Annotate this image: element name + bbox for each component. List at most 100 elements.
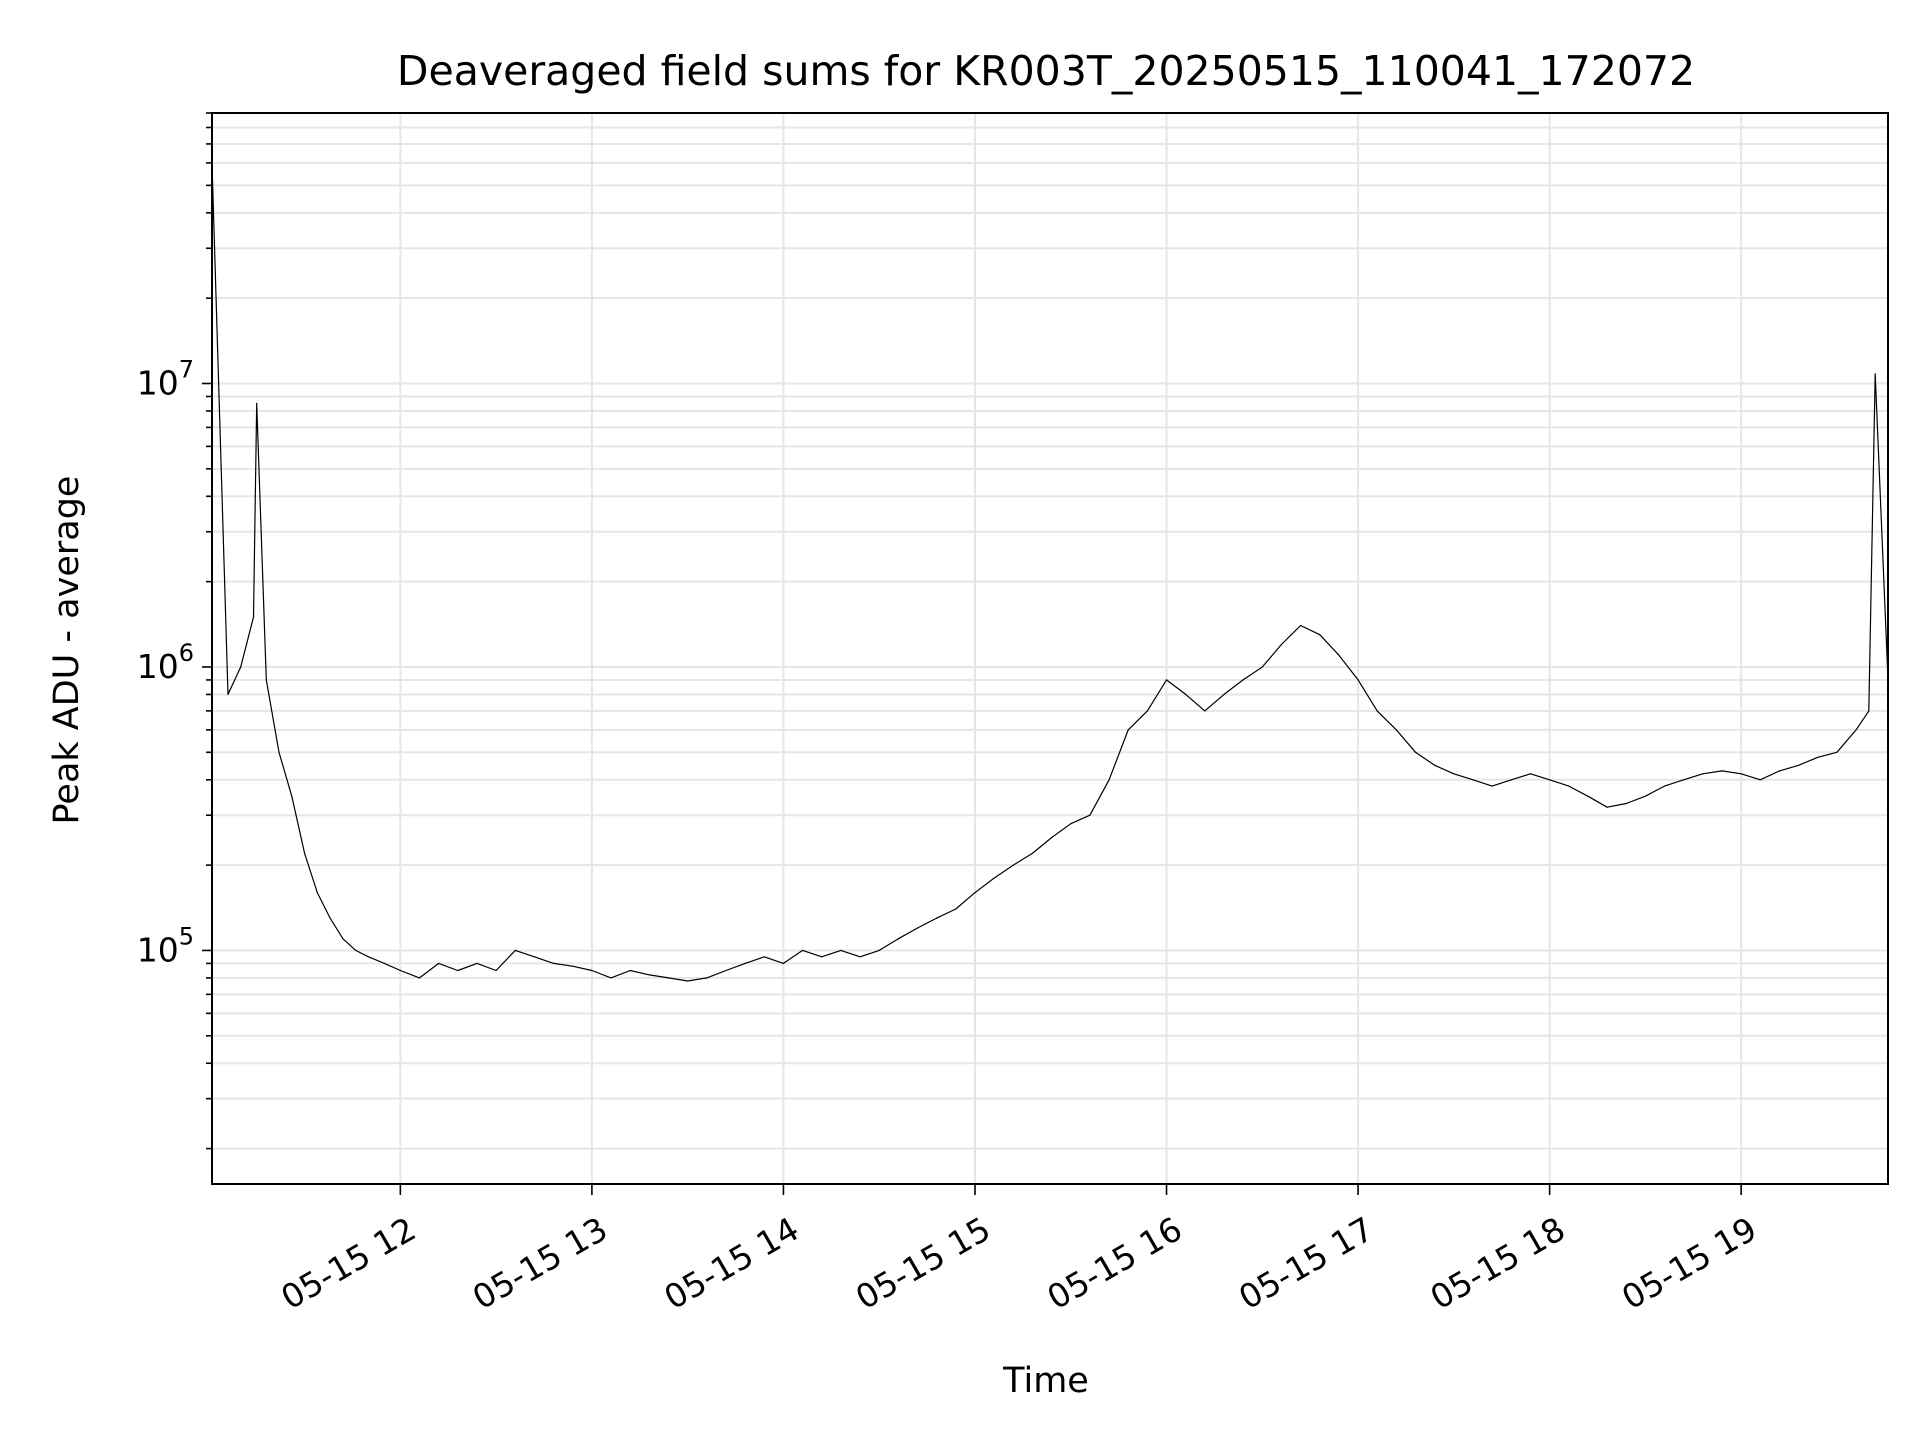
data-point bbox=[533, 956, 536, 958]
data-point bbox=[782, 962, 785, 965]
y-tick-label: 105 bbox=[137, 922, 194, 969]
data-point bbox=[1868, 710, 1870, 712]
data-point bbox=[706, 977, 708, 979]
data-point bbox=[304, 852, 306, 855]
data-point bbox=[1395, 729, 1397, 731]
data-point bbox=[1549, 779, 1551, 781]
data-point bbox=[936, 917, 938, 919]
data-point bbox=[1089, 814, 1091, 816]
data-point bbox=[821, 956, 823, 958]
data-point bbox=[367, 956, 369, 958]
data-point bbox=[1031, 852, 1033, 855]
data-point bbox=[1242, 679, 1244, 681]
data-point bbox=[383, 962, 385, 965]
data-point bbox=[1778, 770, 1781, 772]
data-point bbox=[1280, 643, 1282, 646]
data-point bbox=[1644, 795, 1646, 797]
data-point bbox=[476, 962, 478, 965]
data-point bbox=[1529, 773, 1532, 775]
data-point bbox=[1759, 779, 1761, 781]
data-point bbox=[610, 977, 612, 979]
data-point bbox=[1434, 764, 1436, 766]
data-point bbox=[1127, 729, 1129, 731]
data-point bbox=[1721, 770, 1723, 772]
y-axis: 105 106 107 bbox=[137, 112, 212, 1150]
data-point bbox=[1204, 710, 1206, 712]
data-point bbox=[457, 969, 459, 972]
data-point bbox=[1836, 751, 1838, 753]
data-point bbox=[553, 962, 555, 965]
data-point bbox=[1740, 773, 1742, 775]
data-point bbox=[802, 949, 804, 952]
data-point bbox=[278, 751, 280, 753]
data-point bbox=[572, 965, 574, 967]
y-tick-label: 106 bbox=[137, 639, 194, 686]
data-point bbox=[859, 956, 861, 958]
data-point bbox=[1491, 785, 1493, 787]
data-point bbox=[240, 666, 242, 668]
data-point bbox=[1568, 785, 1570, 787]
data-point bbox=[744, 962, 746, 965]
data-point bbox=[1108, 779, 1110, 781]
data-point bbox=[1185, 693, 1187, 696]
data-point bbox=[1012, 864, 1014, 866]
data-point bbox=[725, 969, 727, 972]
data-point bbox=[878, 949, 880, 952]
data-point bbox=[1683, 779, 1685, 781]
data-point bbox=[355, 949, 357, 952]
data-point bbox=[1587, 795, 1589, 797]
data-point bbox=[342, 938, 344, 940]
data-point bbox=[916, 927, 919, 929]
data-point bbox=[1606, 806, 1608, 808]
data-point bbox=[648, 974, 651, 976]
data-point bbox=[329, 917, 331, 919]
data-point bbox=[629, 969, 631, 972]
data-point bbox=[1702, 773, 1704, 775]
data-point bbox=[227, 693, 229, 696]
data-point bbox=[1146, 710, 1148, 712]
chart-title: Deaveraged field sums for KR003T_2025051… bbox=[397, 47, 1695, 95]
data-point bbox=[1798, 764, 1800, 766]
data-point bbox=[1357, 679, 1359, 681]
data-point bbox=[1165, 679, 1168, 681]
data-point bbox=[1472, 779, 1474, 781]
data-point bbox=[265, 679, 267, 681]
data-point bbox=[1663, 785, 1666, 787]
data-point bbox=[316, 892, 318, 894]
data-point bbox=[667, 977, 670, 979]
data-point bbox=[955, 908, 957, 910]
data-point bbox=[1070, 823, 1072, 825]
x-axis-label: Time bbox=[1002, 1361, 1089, 1401]
data-point bbox=[256, 402, 258, 405]
data-point bbox=[1376, 710, 1378, 712]
data-point bbox=[399, 969, 401, 972]
data-point bbox=[897, 938, 900, 940]
data-point bbox=[840, 949, 842, 952]
axes-frame bbox=[211, 112, 1889, 1185]
data-point bbox=[1625, 802, 1627, 805]
y-axis-label: Peak ADU - average bbox=[47, 476, 87, 825]
data-point bbox=[1223, 693, 1225, 696]
data-point bbox=[418, 977, 421, 979]
data-point bbox=[438, 962, 440, 965]
data-point bbox=[1817, 756, 1819, 758]
data-point bbox=[1051, 837, 1053, 839]
data-point bbox=[1338, 654, 1340, 656]
data-point bbox=[1300, 624, 1302, 627]
data-point bbox=[993, 877, 995, 879]
data-point bbox=[1453, 773, 1455, 775]
data-point bbox=[1855, 729, 1857, 731]
data-point bbox=[591, 969, 593, 972]
data-point bbox=[252, 616, 255, 618]
data-point bbox=[1510, 779, 1512, 781]
data-point bbox=[1261, 666, 1263, 668]
data-point bbox=[763, 956, 765, 958]
data-point bbox=[514, 949, 516, 952]
data-point bbox=[291, 795, 293, 797]
data-point bbox=[495, 969, 497, 972]
plot-area bbox=[211, 162, 1889, 982]
data-point bbox=[1414, 751, 1417, 753]
data-point bbox=[1319, 634, 1321, 636]
